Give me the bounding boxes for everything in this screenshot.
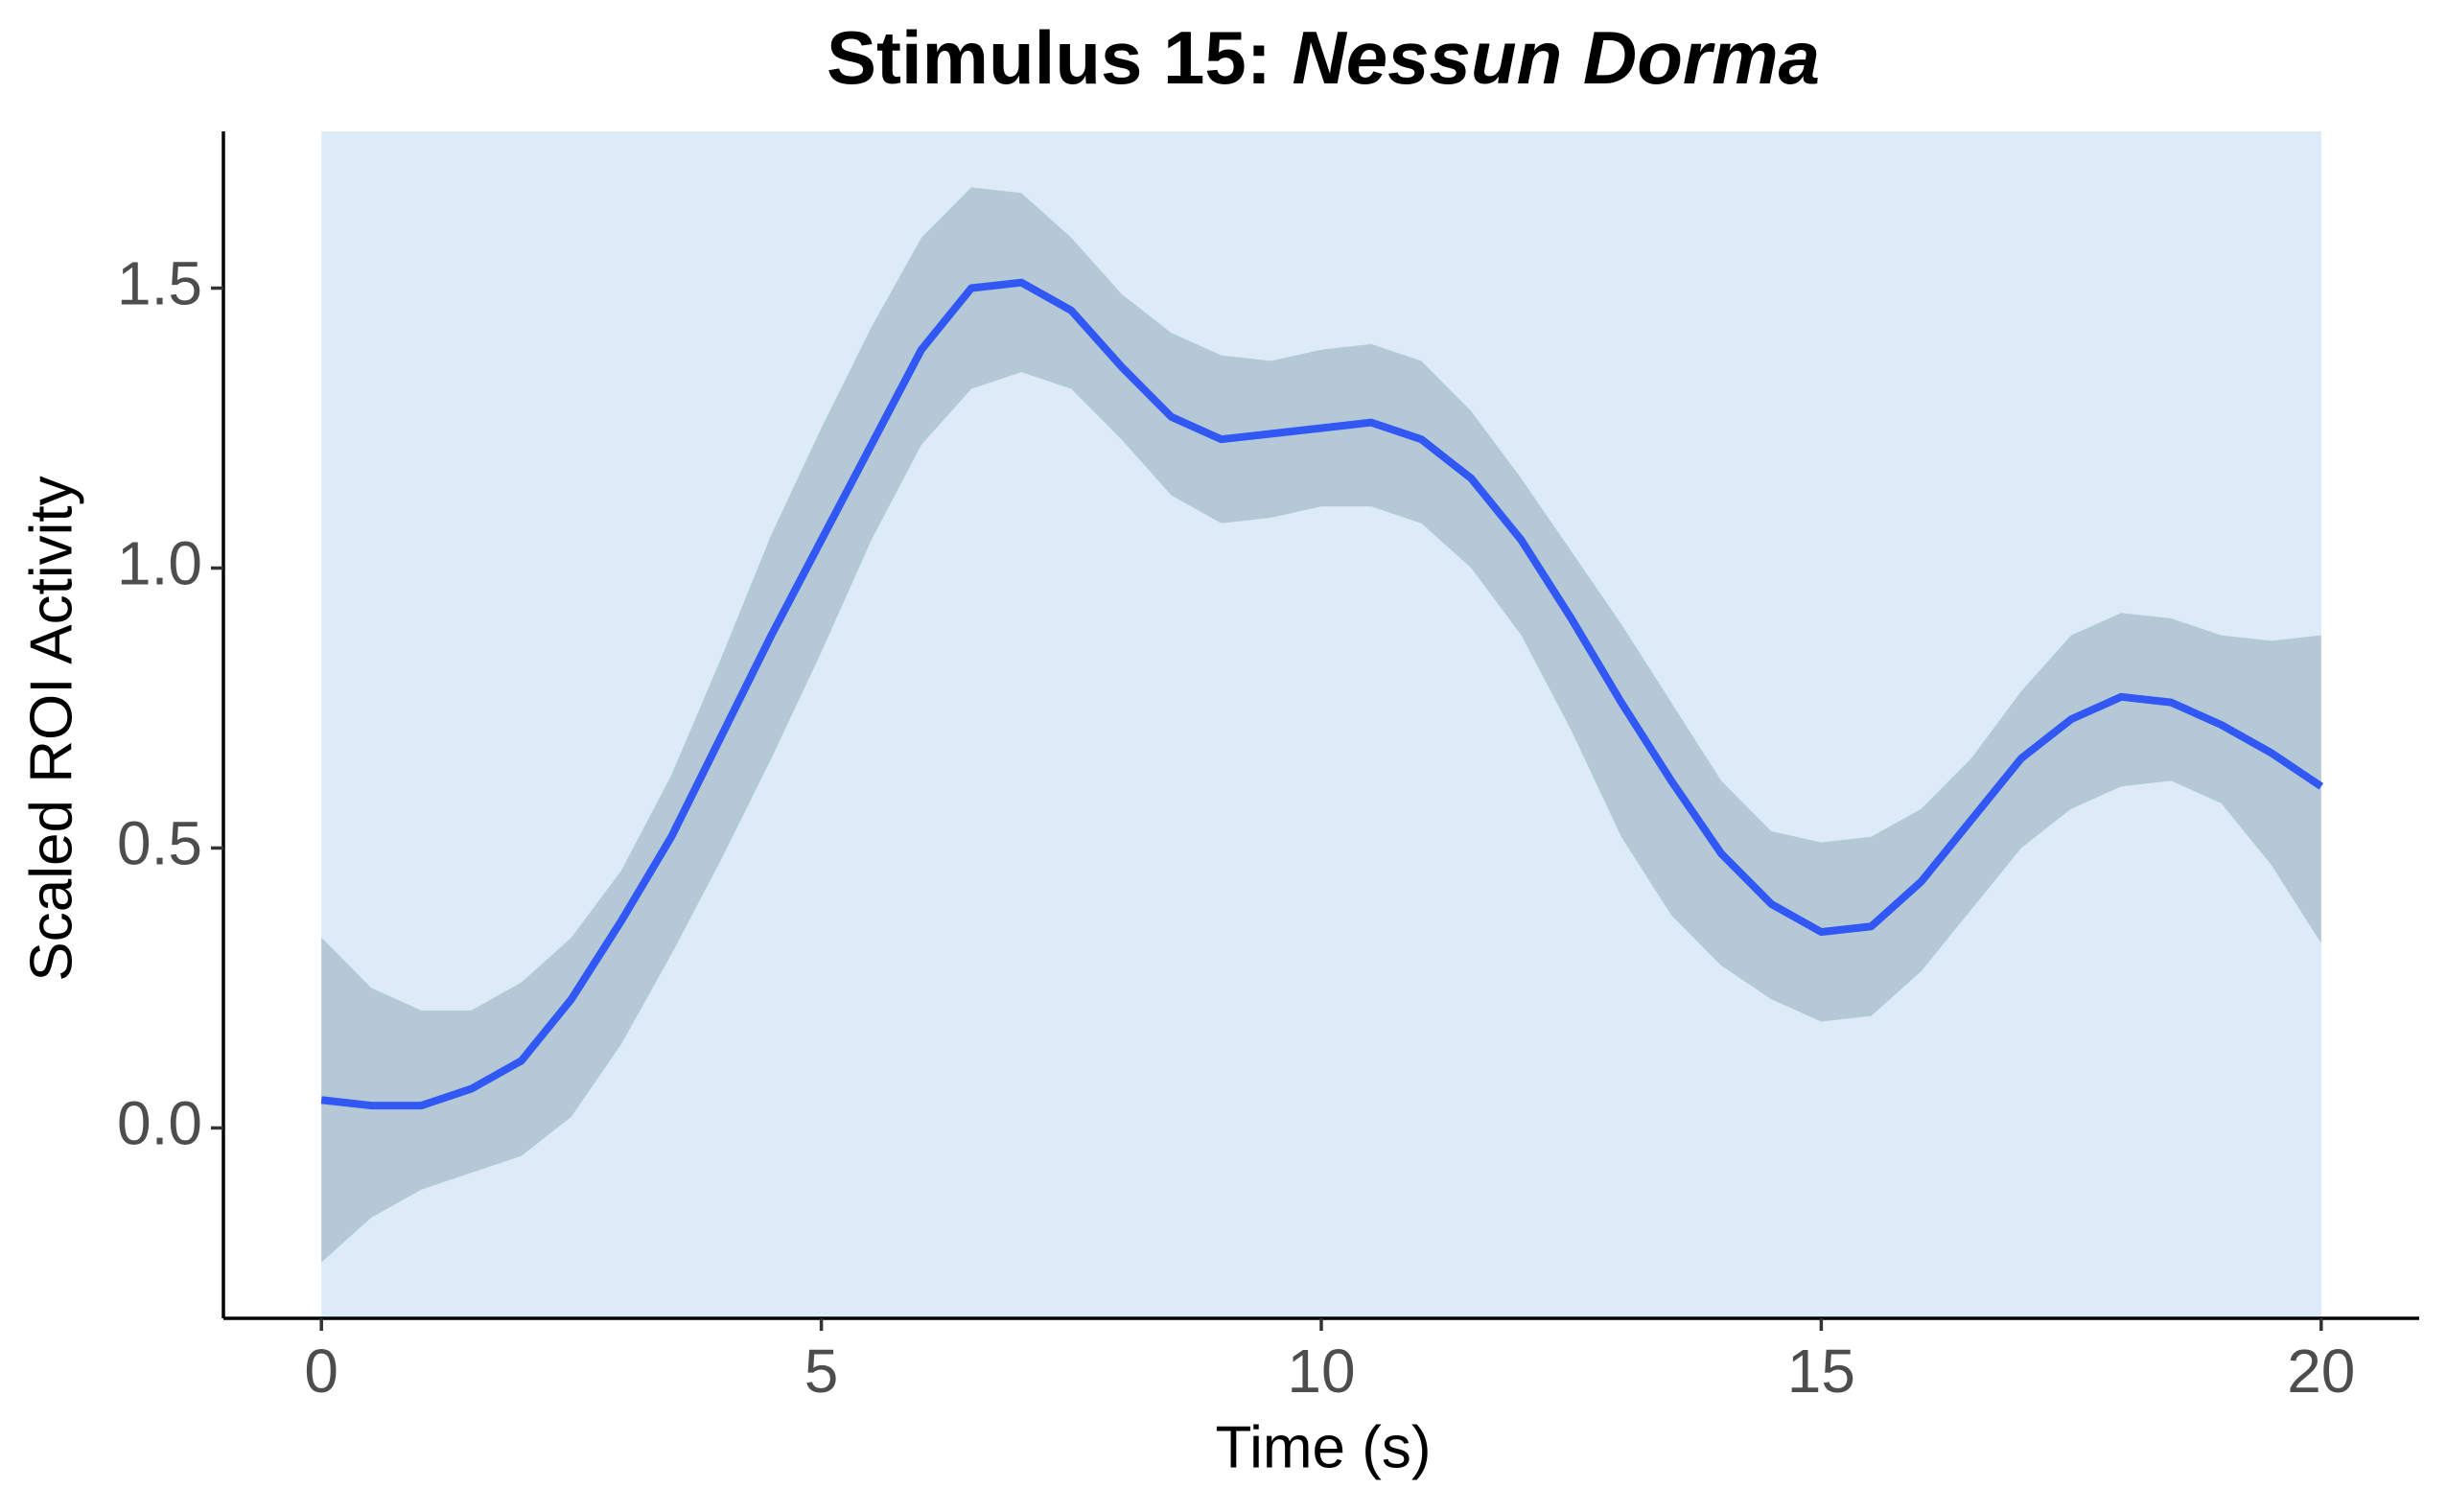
y-tick-label: 0.5 xyxy=(117,808,202,877)
chart-title: Stimulus 15: Nessun Dorma xyxy=(827,15,1820,100)
x-tick-label: 0 xyxy=(304,1337,338,1406)
highlight-region xyxy=(321,131,2321,1318)
x-tick-label: 15 xyxy=(1787,1337,1855,1406)
y-tick-label: 0.0 xyxy=(117,1088,202,1157)
x-axis-label: Time (s) xyxy=(1216,1414,1432,1480)
y-axis-label: Scaled ROI Activity xyxy=(18,476,84,981)
title-italic: Nessun Dorma xyxy=(1292,15,1820,100)
x-tick-label: 10 xyxy=(1287,1337,1355,1406)
title-text: Stimulus 15: xyxy=(827,15,1271,100)
x-tick-label: 20 xyxy=(2287,1337,2355,1406)
mean-line xyxy=(320,278,2324,1110)
x-tick-label: 5 xyxy=(804,1337,839,1406)
y-tick-label: 1.5 xyxy=(117,248,202,317)
confidence-band xyxy=(321,187,2321,1263)
y-tick-label: 1.0 xyxy=(117,528,202,597)
